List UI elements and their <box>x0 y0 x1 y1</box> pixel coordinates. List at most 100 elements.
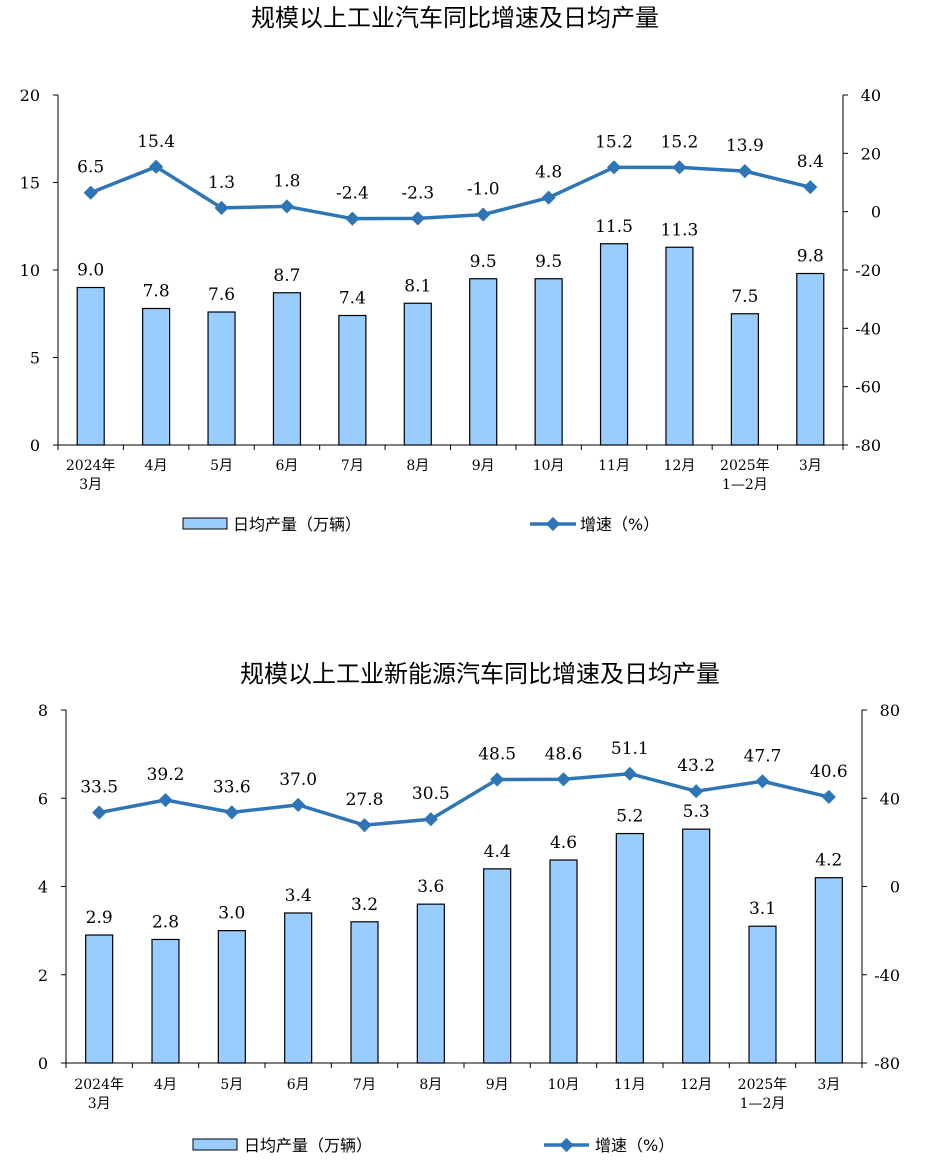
x-tick-label: 9月 <box>486 1077 509 1093</box>
x-tick-label: 7月 <box>353 1077 376 1093</box>
bar <box>85 934 114 1064</box>
bar <box>284 912 313 1064</box>
x-tick-line: 7月 <box>341 458 364 474</box>
x-tick-label: 2025年 1—2月 <box>720 458 770 493</box>
bar <box>483 868 512 1064</box>
right-tick-label: -80 <box>874 1054 900 1073</box>
bar <box>403 302 432 446</box>
line-marker <box>345 211 360 226</box>
line-marker <box>755 774 770 789</box>
x-tick-label: 6月 <box>275 458 298 474</box>
x-tick-line: 3月 <box>799 458 822 474</box>
right-tick-label: 0 <box>871 203 881 222</box>
x-tick-label: 12月 <box>664 458 696 474</box>
bar-value-label: 8.7 <box>273 266 300 286</box>
line-marker <box>224 805 239 820</box>
left-tick-label: 10 <box>20 261 40 280</box>
x-tick-label: 2024年 3月 <box>66 458 116 493</box>
line-value-label: 15.4 <box>137 132 175 152</box>
line-marker <box>279 199 295 214</box>
line-marker <box>357 818 372 833</box>
x-tick-label: 4月 <box>154 1077 177 1093</box>
bar-value-label: 3.4 <box>285 886 312 906</box>
x-tick-line: 3月 <box>79 477 102 493</box>
x-tick-line: 7月 <box>353 1077 376 1093</box>
x-tick-line: 12月 <box>680 1077 712 1093</box>
x-tick-line: 4月 <box>145 458 168 474</box>
line-value-label: 13.9 <box>726 136 764 156</box>
x-tick-label: 5月 <box>210 458 233 474</box>
bar <box>665 246 694 446</box>
legend-line-marker <box>559 1137 574 1153</box>
x-tick-line: 1—2月 <box>722 477 768 493</box>
x-tick-line: 2024年 <box>66 458 116 474</box>
bar <box>534 278 563 446</box>
x-tick-label: 11月 <box>614 1077 646 1093</box>
bar <box>599 243 629 446</box>
bar-value-label: 9.5 <box>470 252 497 272</box>
x-tick-line: 5月 <box>210 458 233 474</box>
line-value-label: -2.3 <box>401 183 434 203</box>
line-value-label: -1.0 <box>467 180 500 200</box>
x-tick-line: 2025年 <box>720 458 770 474</box>
chart-1: 规模以上工业汽车同比增速及日均产量 0 5 10 15 20 -80 -60 -40 -20 0 20… <box>20 4 881 534</box>
line-marker <box>541 190 556 205</box>
line-value-label: 8.4 <box>797 152 824 172</box>
chart-2: 规模以上工业新能源汽车同比增速及日均产量 0 2 4 6 8 -80 -40 0 40 80 2024… <box>38 660 900 1155</box>
bar <box>76 286 105 446</box>
line-marker <box>737 164 752 179</box>
line-value-label: 48.6 <box>545 744 583 764</box>
line-value-label: 30.5 <box>412 784 450 804</box>
x-tick-label: 10月 <box>533 458 565 474</box>
x-tick-line: 12月 <box>664 458 696 474</box>
bar <box>748 925 777 1064</box>
line-value-label: 39.2 <box>147 765 185 785</box>
x-tick-label: 2024年 3月 <box>74 1077 124 1112</box>
line-marker <box>490 772 505 787</box>
bar-value-label: 9.8 <box>797 247 824 267</box>
line-value-label: 4.8 <box>535 163 562 183</box>
x-tick-label: 7月 <box>341 458 364 474</box>
bar <box>416 903 445 1064</box>
growth-line <box>98 772 830 827</box>
x-tick-label: 12月 <box>680 1077 712 1093</box>
line-marker <box>622 766 637 781</box>
right-tick-label: -60 <box>855 378 881 397</box>
growth-line <box>90 165 811 221</box>
x-tick-label: 8月 <box>406 458 429 474</box>
x-tick-label: 11月 <box>598 458 630 474</box>
line-marker <box>803 180 818 195</box>
legend-bar-label: 日均产量（万辆） <box>244 1136 372 1155</box>
bar-value-label: 7.6 <box>208 285 235 305</box>
line-marker <box>291 797 306 812</box>
line-marker <box>476 207 491 222</box>
line-value-label: 40.6 <box>810 762 848 782</box>
left-tick-label: 6 <box>38 789 48 808</box>
bar-value-label: 11.3 <box>661 220 699 240</box>
bar <box>350 921 379 1064</box>
chart-title: 规模以上工业汽车同比增速及日均产量 <box>251 4 659 32</box>
x-tick-label: 4月 <box>145 458 168 474</box>
bar-value-label: 7.8 <box>143 282 170 302</box>
line-value-label: 33.5 <box>80 778 118 798</box>
x-tick-line: 3月 <box>817 1077 840 1093</box>
line-marker <box>423 812 438 827</box>
bar <box>682 828 711 1064</box>
bar-value-label: 3.1 <box>749 899 776 919</box>
line-marker <box>149 159 164 174</box>
x-tick-line: 3月 <box>88 1096 111 1112</box>
x-tick-line: 8月 <box>419 1077 442 1093</box>
right-tick-label: -40 <box>855 319 881 338</box>
bar <box>730 313 759 446</box>
right-tick-label: -40 <box>874 966 900 985</box>
line-marker <box>83 185 98 200</box>
bar-value-label: 9.0 <box>77 261 104 281</box>
left-tick-label: 0 <box>30 436 40 455</box>
line-marker <box>214 200 229 215</box>
legend-line-label: 增速（%） <box>580 515 659 534</box>
line-value-label: 47.7 <box>744 746 782 766</box>
line-value-label: 1.3 <box>208 173 235 193</box>
x-tick-line: 6月 <box>287 1077 310 1093</box>
line-value-label: 37.0 <box>279 770 317 790</box>
legend-line-label: 增速（%） <box>595 1136 674 1155</box>
